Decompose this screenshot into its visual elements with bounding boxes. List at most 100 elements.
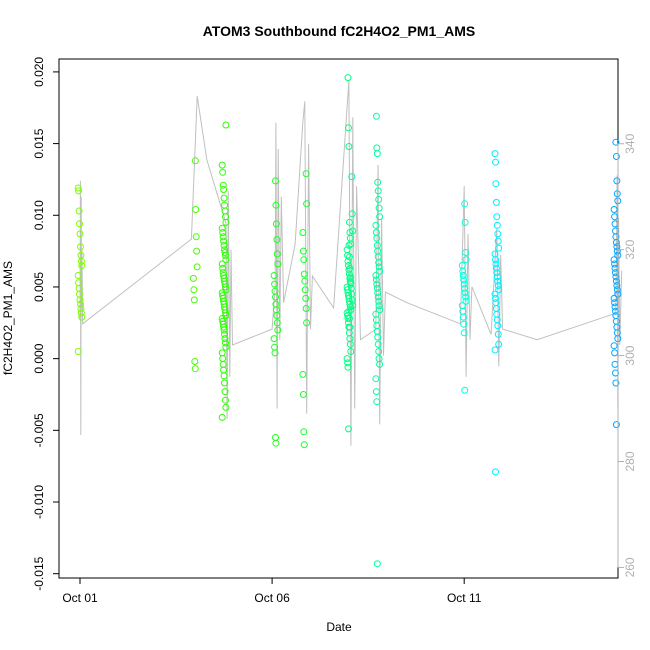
data-point [222, 283, 229, 291]
data-point [221, 379, 228, 387]
data-point [372, 112, 380, 120]
data-point [372, 221, 380, 229]
data-point [374, 333, 382, 341]
y-tick-label: -0.010 [32, 485, 46, 519]
data-point [612, 138, 620, 146]
data-point [273, 312, 281, 320]
data-point [220, 366, 228, 374]
data-point [346, 253, 353, 261]
data-point [220, 241, 228, 249]
data-point [222, 251, 229, 259]
data-point [273, 250, 281, 258]
data-point [346, 264, 354, 272]
data-point [613, 286, 621, 294]
data-point [219, 229, 227, 236]
data-point [460, 280, 468, 288]
data-point [345, 124, 352, 132]
data-point [300, 256, 308, 264]
data-point [612, 153, 620, 160]
data-point [218, 224, 226, 232]
data-point [272, 201, 280, 209]
data-point [375, 259, 383, 267]
data-point [222, 218, 230, 226]
data-point [191, 358, 199, 365]
data-point [299, 370, 307, 378]
data-point [346, 323, 354, 331]
data-point [74, 272, 82, 279]
data-point [372, 388, 380, 396]
y-tick-label: 0.010 [32, 200, 46, 230]
data-point [610, 206, 618, 213]
y-tick-label: 0.000 [32, 343, 46, 373]
data-point [492, 468, 499, 476]
data-point [76, 220, 83, 228]
data-point [219, 181, 227, 189]
data-point [75, 207, 83, 215]
data-point [219, 233, 227, 241]
data-point [302, 305, 310, 312]
data-point [373, 560, 381, 568]
data-point [492, 256, 499, 264]
data-point [222, 213, 229, 221]
data-point [77, 309, 85, 317]
data-point [344, 363, 352, 371]
data-point [495, 286, 503, 294]
y-tick-label: 0.005 [32, 272, 46, 302]
x-axis-label: Date [326, 620, 352, 634]
data-point [374, 289, 382, 297]
data-point [373, 284, 381, 292]
data-point [219, 264, 227, 272]
data-point [348, 173, 356, 181]
data-point [375, 196, 383, 203]
data-point [491, 346, 499, 354]
data-point [613, 247, 621, 255]
data-point [191, 157, 199, 165]
data-point [272, 220, 280, 228]
data-point [77, 305, 85, 312]
data-point [219, 360, 227, 368]
data-point [221, 249, 229, 256]
data-point [374, 247, 382, 255]
data-point [462, 249, 470, 256]
data-point [492, 260, 500, 268]
data-point [272, 439, 280, 447]
data-point [349, 227, 357, 235]
data-point [274, 326, 282, 334]
data-point [345, 425, 352, 433]
data-point [75, 187, 83, 195]
x-tick-label: Oct 11 [447, 591, 482, 605]
data-point [372, 272, 380, 279]
data-point [345, 143, 353, 150]
data-point [462, 256, 470, 264]
data-point [493, 213, 501, 221]
data-point [492, 264, 500, 272]
data-point [218, 260, 226, 268]
data-point [462, 297, 470, 305]
y2-tick-label: 300 [623, 345, 637, 365]
data-point [219, 355, 227, 363]
y-tick-label: -0.005 [32, 413, 46, 447]
data-point [192, 206, 200, 213]
data-point [375, 297, 383, 305]
y-tick-label: 0.015 [32, 128, 46, 158]
data-point [461, 386, 469, 394]
data-point [78, 262, 86, 269]
data-point [374, 293, 382, 301]
data-point [613, 323, 621, 331]
data-point [220, 372, 228, 380]
data-point [461, 284, 469, 292]
data-point [461, 218, 469, 226]
data-point [494, 230, 502, 238]
data-point [193, 247, 201, 255]
data-point [495, 244, 503, 252]
data-point [610, 294, 618, 302]
data-point [220, 326, 228, 334]
data-point [460, 276, 468, 284]
data-point [347, 240, 355, 248]
data-point [220, 237, 228, 245]
data-point [271, 349, 279, 357]
data-point [270, 335, 278, 343]
line-series-path [79, 80, 623, 446]
data-point [76, 230, 84, 238]
